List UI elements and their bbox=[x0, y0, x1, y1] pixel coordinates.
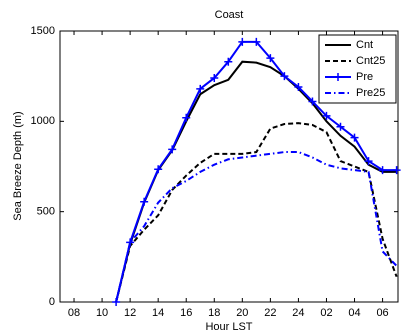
legend-label: Pre bbox=[356, 71, 373, 83]
point-marker bbox=[224, 57, 233, 66]
plot-frame bbox=[59, 30, 399, 303]
point-marker bbox=[238, 37, 247, 46]
point-marker bbox=[392, 166, 401, 175]
x-axis-label: Hour LST bbox=[205, 321, 252, 333]
x-tick-label: 06 bbox=[376, 307, 388, 319]
point-marker bbox=[280, 72, 289, 81]
y-tick-label: 500 bbox=[37, 206, 55, 218]
x-tick-label: 14 bbox=[152, 307, 164, 319]
y-tick-label: 0 bbox=[49, 296, 55, 308]
legend-marker bbox=[334, 73, 342, 81]
x-tick-label: 04 bbox=[348, 307, 360, 319]
point-marker bbox=[182, 113, 191, 122]
x-tick-label: 16 bbox=[180, 307, 192, 319]
point-marker bbox=[168, 145, 177, 154]
point-marker bbox=[350, 133, 359, 142]
x-tick-label: 10 bbox=[96, 307, 108, 319]
point-marker bbox=[154, 165, 163, 174]
legend-box bbox=[318, 34, 397, 104]
point-marker bbox=[378, 166, 387, 175]
point-marker bbox=[196, 84, 205, 93]
y-axis-label: Sea Breeze Depth (m) bbox=[12, 111, 24, 220]
legend-label: Cnt bbox=[356, 39, 373, 51]
point-marker bbox=[294, 83, 303, 92]
legend-label: Cnt25 bbox=[356, 55, 385, 67]
point-marker bbox=[140, 197, 149, 206]
x-tick-label: 22 bbox=[264, 307, 276, 319]
legend-label: Pre25 bbox=[356, 87, 385, 99]
point-marker bbox=[336, 122, 345, 131]
x-tick-label: 24 bbox=[292, 307, 304, 319]
point-marker bbox=[266, 54, 275, 63]
series-line bbox=[115, 122, 398, 303]
point-marker bbox=[210, 73, 219, 82]
point-marker bbox=[322, 111, 331, 120]
series-line bbox=[115, 151, 398, 303]
chart-title: Coast bbox=[215, 9, 244, 21]
point-marker bbox=[252, 37, 261, 46]
point-marker bbox=[364, 157, 373, 166]
x-tick-label: 20 bbox=[236, 307, 248, 319]
y-tick-label: 1000 bbox=[31, 115, 55, 127]
y-tick-label: 1500 bbox=[31, 25, 55, 37]
x-tick-label: 08 bbox=[68, 307, 80, 319]
x-tick-label: 18 bbox=[208, 307, 220, 319]
x-tick-label: 12 bbox=[124, 307, 136, 319]
x-tick-label: 02 bbox=[320, 307, 332, 319]
point-marker bbox=[308, 97, 317, 106]
